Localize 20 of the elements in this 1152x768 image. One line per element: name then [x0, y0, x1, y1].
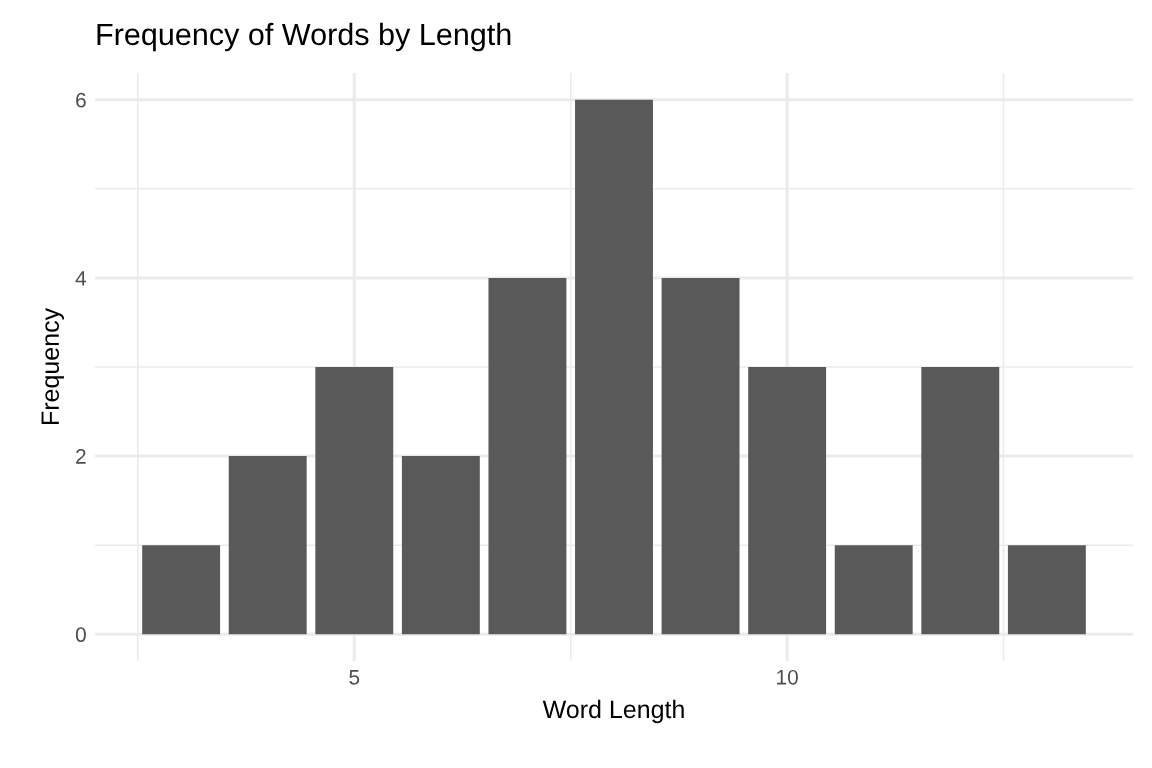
bar	[748, 367, 827, 635]
bar	[834, 545, 913, 635]
y-tick-label: 0	[75, 627, 86, 643]
x-tick-label: 10	[777, 669, 798, 685]
x-axis-title: Word Length	[542, 699, 684, 724]
bar	[228, 456, 307, 635]
bar	[575, 99, 653, 635]
bar	[315, 367, 394, 635]
y-tick-label: 2	[76, 449, 86, 464]
y-tick-label: 4	[75, 271, 87, 286]
y-axis-title: Frequency	[41, 307, 64, 424]
bar	[1007, 545, 1086, 635]
bar	[142, 545, 221, 635]
chart-title: Frequency of Words by Length	[97, 22, 511, 52]
bar	[921, 367, 1000, 635]
bar	[661, 277, 740, 635]
y-tick-label: 6	[76, 92, 86, 108]
bar	[488, 277, 567, 635]
bar	[401, 456, 480, 635]
x-tick-label: 5	[349, 670, 360, 685]
